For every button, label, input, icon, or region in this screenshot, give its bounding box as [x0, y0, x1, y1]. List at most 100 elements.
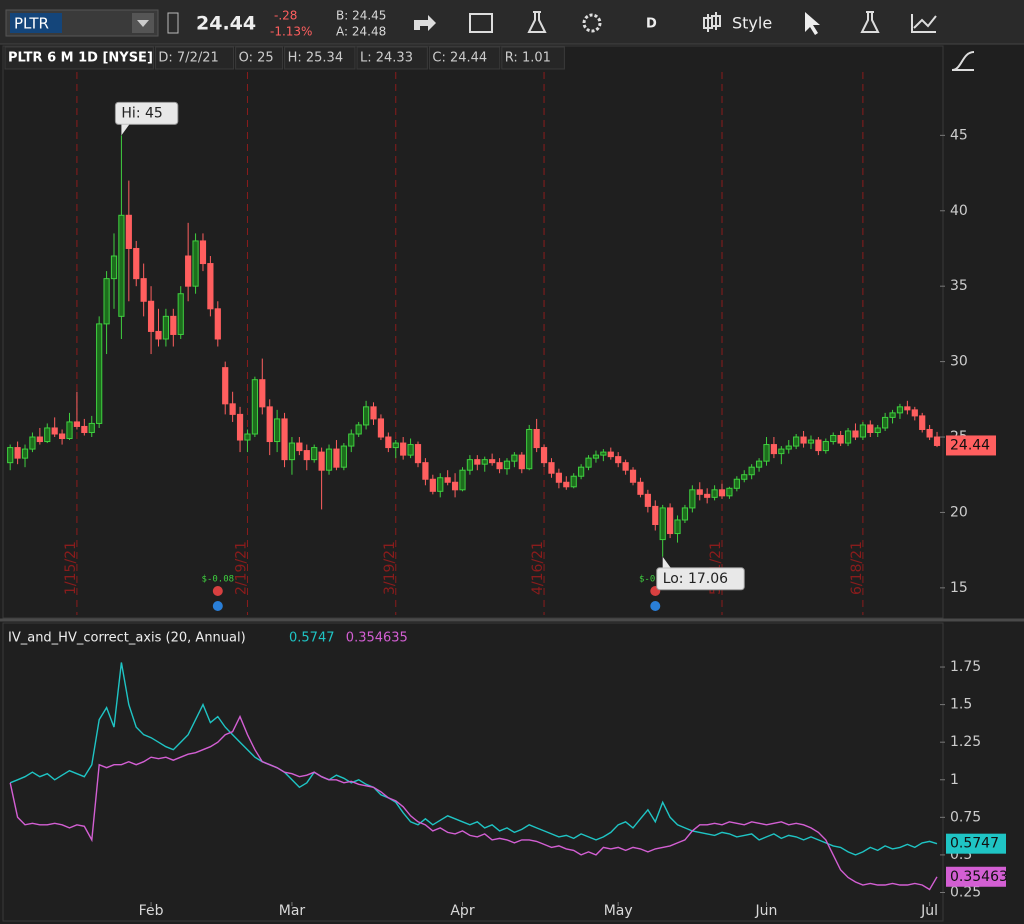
- drawings-icon[interactable]: [911, 14, 937, 33]
- candle-body: [822, 441, 829, 452]
- callout-text: Hi: 45: [121, 105, 162, 121]
- candle-body: [793, 436, 800, 447]
- candle-body: [622, 462, 629, 471]
- candle-body: [578, 466, 585, 477]
- y-tick-label: 15: [950, 580, 968, 596]
- candle-body: [14, 447, 21, 459]
- expand-icon[interactable]: [951, 51, 975, 71]
- candle-body: [681, 507, 689, 521]
- event-icon: [650, 601, 661, 611]
- header-item: R: 1.01: [505, 51, 551, 66]
- candle-body: [199, 240, 207, 265]
- change: -.28: [274, 9, 297, 23]
- candle-body: [844, 430, 852, 444]
- candle-body: [274, 418, 281, 443]
- candle-body: [518, 454, 525, 470]
- change-pct: -1.13%: [270, 25, 312, 39]
- period[interactable]: D: [646, 17, 657, 32]
- header-item: PLTR 6 M 1D [NYSE]: [8, 51, 153, 66]
- event-label: $-0.08: [639, 575, 672, 585]
- date-marker-label: 2/19/21: [233, 541, 249, 595]
- candle-body: [162, 315, 170, 340]
- candle-body: [689, 489, 696, 509]
- candle-body: [800, 436, 807, 444]
- flask-icon[interactable]: [860, 11, 880, 33]
- candle-body: [214, 308, 221, 340]
- bid: B: 24.45: [336, 9, 386, 23]
- candle-body: [44, 427, 51, 443]
- candle-body: [474, 459, 481, 465]
- share-icon[interactable]: [414, 15, 436, 31]
- candle-body: [244, 433, 251, 441]
- candle-body: [874, 427, 881, 433]
- link-icon[interactable]: [167, 12, 179, 34]
- x-tick-label: Apr: [450, 903, 474, 919]
- candle-body: [629, 469, 637, 483]
- candle-body: [481, 459, 488, 465]
- candle-body: [540, 447, 548, 464]
- date-marker-label: 1/15/21: [63, 541, 79, 595]
- candle-body: [29, 436, 36, 450]
- y-tick-label: 1: [950, 772, 959, 788]
- candle-body: [177, 293, 184, 335]
- candle-body: [348, 433, 355, 447]
- candle-body: [81, 425, 88, 433]
- cursor-icon[interactable]: [805, 12, 820, 35]
- news-icon[interactable]: [469, 13, 493, 33]
- candle-body: [489, 459, 496, 464]
- symbol-highlight: [10, 13, 62, 33]
- price-tag: [946, 435, 996, 456]
- settings-icon[interactable]: [582, 13, 602, 33]
- style-icon: [703, 12, 721, 32]
- candle-body: [904, 406, 911, 411]
- price-tag-text: 24.44: [950, 437, 990, 453]
- candle-body: [66, 421, 73, 440]
- candle-body: [362, 406, 370, 426]
- price-panel: [2, 45, 944, 619]
- style-button[interactable]: Style: [732, 14, 772, 33]
- candle-body: [229, 403, 236, 415]
- candle-body: [251, 379, 258, 435]
- header-item: D: 7/2/21: [158, 51, 218, 66]
- symbol-input[interactable]: PLTR: [14, 15, 49, 33]
- candle-body: [422, 462, 429, 480]
- candle-body: [852, 430, 859, 438]
- candle-body: [837, 435, 844, 444]
- candle-body: [318, 451, 325, 471]
- event-label: $-0.08: [202, 575, 235, 585]
- candle-body: [325, 448, 333, 471]
- studies-icon[interactable]: [527, 11, 547, 33]
- candle-body: [400, 442, 407, 456]
- candle-body: [592, 454, 600, 459]
- y-tick-label: 35: [950, 278, 968, 294]
- candle-body: [570, 475, 577, 488]
- candle-body: [526, 428, 533, 470]
- candle-body: [110, 255, 118, 280]
- y-tick-label: 0.75: [950, 809, 981, 825]
- x-tick-label: Jul: [920, 903, 938, 919]
- header-cell: [501, 46, 565, 70]
- candle-body: [496, 462, 503, 470]
- candle-body: [340, 445, 347, 468]
- date-marker-label: 3/19/21: [382, 541, 398, 595]
- y-tick-label: 0.25: [950, 884, 981, 900]
- candle-body: [207, 263, 214, 310]
- candle-body: [444, 477, 451, 483]
- event-icon: [212, 601, 223, 611]
- candle-body: [652, 505, 659, 525]
- candle-body: [414, 444, 422, 464]
- candle-body: [607, 451, 614, 458]
- candle-body: [563, 481, 570, 488]
- y-tick-label: 1.25: [950, 734, 981, 750]
- candle-body: [503, 460, 511, 470]
- last-price: 24.44: [196, 13, 256, 35]
- event-icon: [212, 586, 223, 596]
- candle-body: [674, 519, 681, 535]
- callout-box: [656, 567, 745, 591]
- value-tag: [946, 866, 1006, 887]
- value-tag: [946, 833, 1006, 854]
- candle-body: [88, 422, 95, 433]
